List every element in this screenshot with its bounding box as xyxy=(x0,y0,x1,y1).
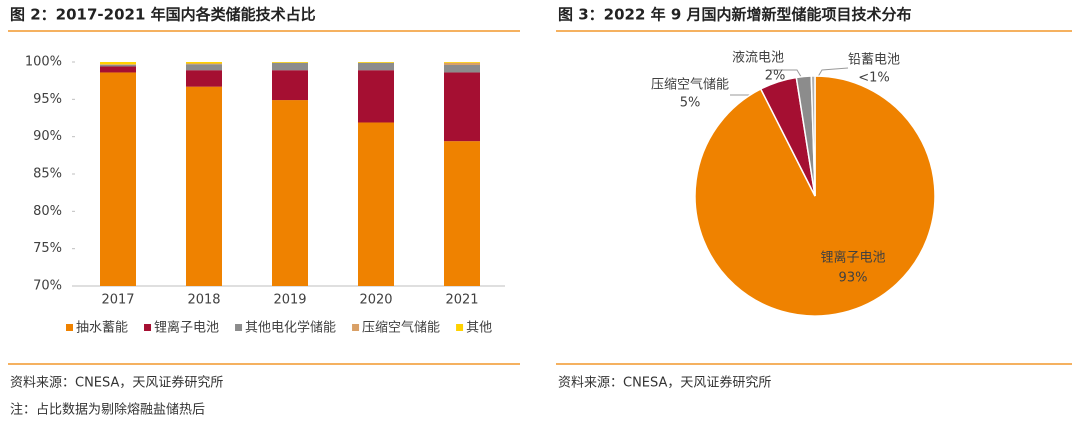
legend-label: 压缩空气储能 xyxy=(362,320,440,336)
chart-title: 图 2：2017-2021 年国内各类储能技术占比 xyxy=(10,6,316,24)
bar-segment xyxy=(186,62,222,64)
x-tick-label: 2017 xyxy=(101,293,134,308)
x-tick-label: 2019 xyxy=(273,293,306,308)
x-tick-label: 2020 xyxy=(359,293,392,308)
bar-segment xyxy=(444,141,480,286)
legend-label: 其他 xyxy=(466,321,492,336)
bar-segment xyxy=(186,63,222,65)
bar-segment xyxy=(358,62,394,71)
slice-label: 压缩空气储能 xyxy=(651,77,729,93)
pie-slice xyxy=(810,75,816,197)
bar-segment xyxy=(186,64,222,71)
legend-swatch xyxy=(456,324,464,331)
y-tick-label: 95% xyxy=(33,92,62,107)
y-tick-label: 75% xyxy=(33,241,62,256)
bar-segment xyxy=(272,70,308,101)
bar-segment xyxy=(272,62,308,71)
bar-segment xyxy=(100,64,136,67)
chart-title: 图 3：2022 年 9 月国内新增新型储能项目技术分布 xyxy=(558,6,912,24)
bar-segment xyxy=(100,62,136,65)
bar-segment xyxy=(100,64,136,65)
y-tick-label: 80% xyxy=(33,204,62,219)
bar-segment xyxy=(100,66,136,73)
x-tick-label: 2018 xyxy=(187,293,220,308)
bar-segment xyxy=(358,70,394,123)
legend-swatch xyxy=(66,324,73,331)
bar-segment xyxy=(444,62,480,63)
bar-segment xyxy=(444,72,480,142)
bar-segment xyxy=(444,62,480,65)
y-tick-label: 100% xyxy=(25,55,62,70)
bar-segment xyxy=(444,64,480,73)
legend-swatch xyxy=(144,324,152,331)
slice-label: 液流电池 xyxy=(732,51,784,66)
slice-label: 锂离子电池 xyxy=(820,250,885,266)
bar-segment xyxy=(358,122,394,286)
bar-segment xyxy=(100,72,136,286)
bar-segment xyxy=(272,62,308,63)
slice-label: 铅蓄电池 xyxy=(848,53,900,68)
bar-segment xyxy=(186,70,222,87)
slice-value: 93% xyxy=(839,271,868,286)
bar-segment xyxy=(358,62,394,63)
source: 资料来源：CNESA，天风证券研究所 xyxy=(10,375,223,391)
legend-swatch xyxy=(352,324,360,331)
note: 注：占比数据为剔除熔融盐储热后 xyxy=(10,403,205,418)
y-tick-label: 70% xyxy=(33,279,62,294)
y-tick-label: 90% xyxy=(33,129,62,144)
legend-label: 锂离子电池 xyxy=(154,320,219,336)
legend-swatch xyxy=(235,324,243,331)
slice-value: <1% xyxy=(858,71,890,86)
slice-value: 5% xyxy=(680,96,701,111)
y-tick-label: 85% xyxy=(33,167,62,182)
source: 资料来源：CNESA，天风证券研究所 xyxy=(558,375,771,391)
bar-segment xyxy=(272,100,308,286)
x-tick-label: 2021 xyxy=(445,293,478,308)
bar-segment xyxy=(186,86,222,286)
legend-label: 其他电化学储能 xyxy=(245,320,336,336)
legend-label: 抽水蓄能 xyxy=(76,321,128,336)
slice-value: 2% xyxy=(765,69,786,84)
